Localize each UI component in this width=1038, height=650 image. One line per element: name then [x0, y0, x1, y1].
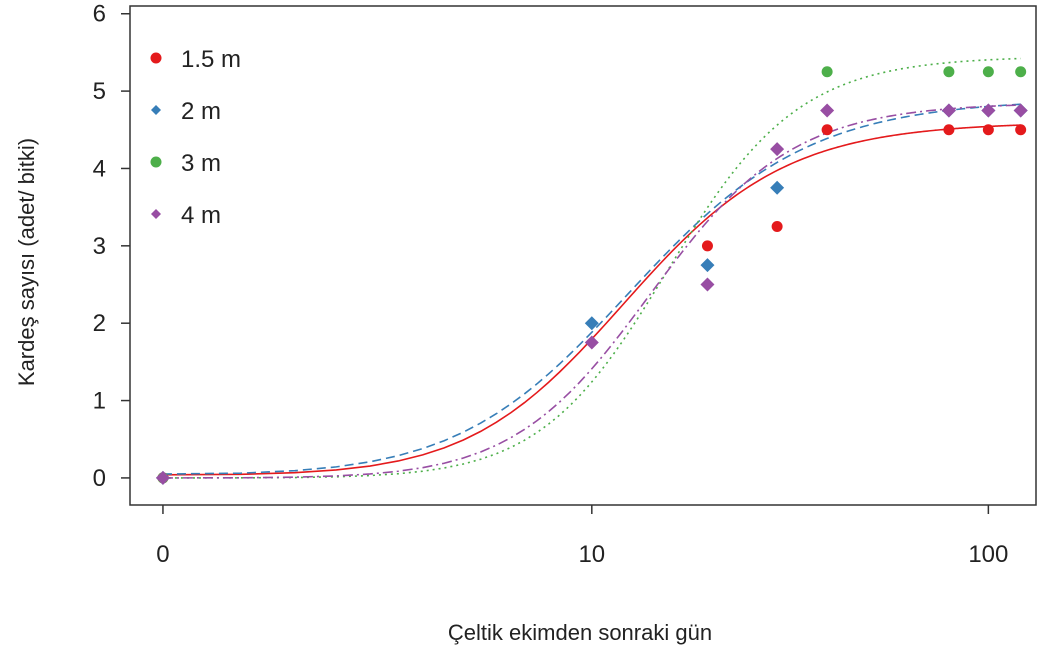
data-point: [770, 142, 785, 157]
data-point: [1015, 124, 1027, 136]
data-points: [155, 66, 1028, 485]
data-point: [584, 335, 599, 350]
y-tick-label: 5: [93, 78, 106, 105]
legend-marker: [151, 209, 161, 219]
data-point: [981, 103, 996, 118]
plot-border: [129, 5, 1037, 506]
data-point: [700, 277, 715, 292]
y-tick-label: 1: [93, 388, 106, 415]
data-point: [584, 316, 599, 331]
data-point: [982, 66, 994, 78]
x-tick-label: 0: [156, 541, 169, 568]
x-axis: 0 10 100: [156, 505, 1008, 568]
legend-label: 4 m: [181, 202, 221, 229]
data-point: [821, 124, 833, 136]
y-axis: 0 1 2 3 4 5 6: [93, 1, 130, 492]
fit-curves: [162, 57, 1021, 479]
x-tick-label: 100: [968, 541, 1008, 568]
y-tick-label: 2: [93, 310, 106, 337]
y-tick-label: 0: [93, 465, 106, 492]
legend-marker: [150, 156, 162, 168]
fit-curve-4m: [162, 104, 1021, 479]
plot-frame: [129, 5, 1037, 506]
data-point: [1013, 103, 1028, 118]
legend: 1.5 m 2 m 3 m 4 m: [150, 46, 241, 229]
fit-curve-2m: [162, 103, 1021, 475]
data-point: [982, 124, 994, 136]
fit-curve-3m: [162, 57, 1021, 479]
legend-marker: [151, 105, 161, 115]
x-tick-label: 10: [578, 541, 605, 568]
data-point: [701, 240, 713, 252]
data-point: [1015, 66, 1027, 78]
legend-label: 2 m: [181, 98, 221, 125]
data-point: [155, 470, 170, 485]
legend-label: 1.5 m: [181, 46, 241, 73]
legend-marker: [150, 52, 162, 64]
data-point: [941, 103, 956, 118]
legend-label: 3 m: [181, 150, 221, 177]
data-point: [943, 66, 955, 78]
y-tick-label: 3: [93, 233, 106, 260]
fit-curve-15m: [162, 124, 1021, 476]
data-point: [820, 103, 835, 118]
y-tick-label: 4: [93, 155, 106, 182]
data-point: [770, 180, 785, 195]
y-tick-label: 6: [93, 1, 106, 28]
data-point: [700, 258, 715, 273]
data-point: [771, 220, 783, 232]
data-point: [943, 124, 955, 136]
data-point: [821, 66, 833, 78]
x-axis-label: Çeltik ekimden sonraki gün: [448, 620, 712, 645]
y-axis-label: Kardeş sayısı (adet/ bitki): [14, 138, 39, 386]
